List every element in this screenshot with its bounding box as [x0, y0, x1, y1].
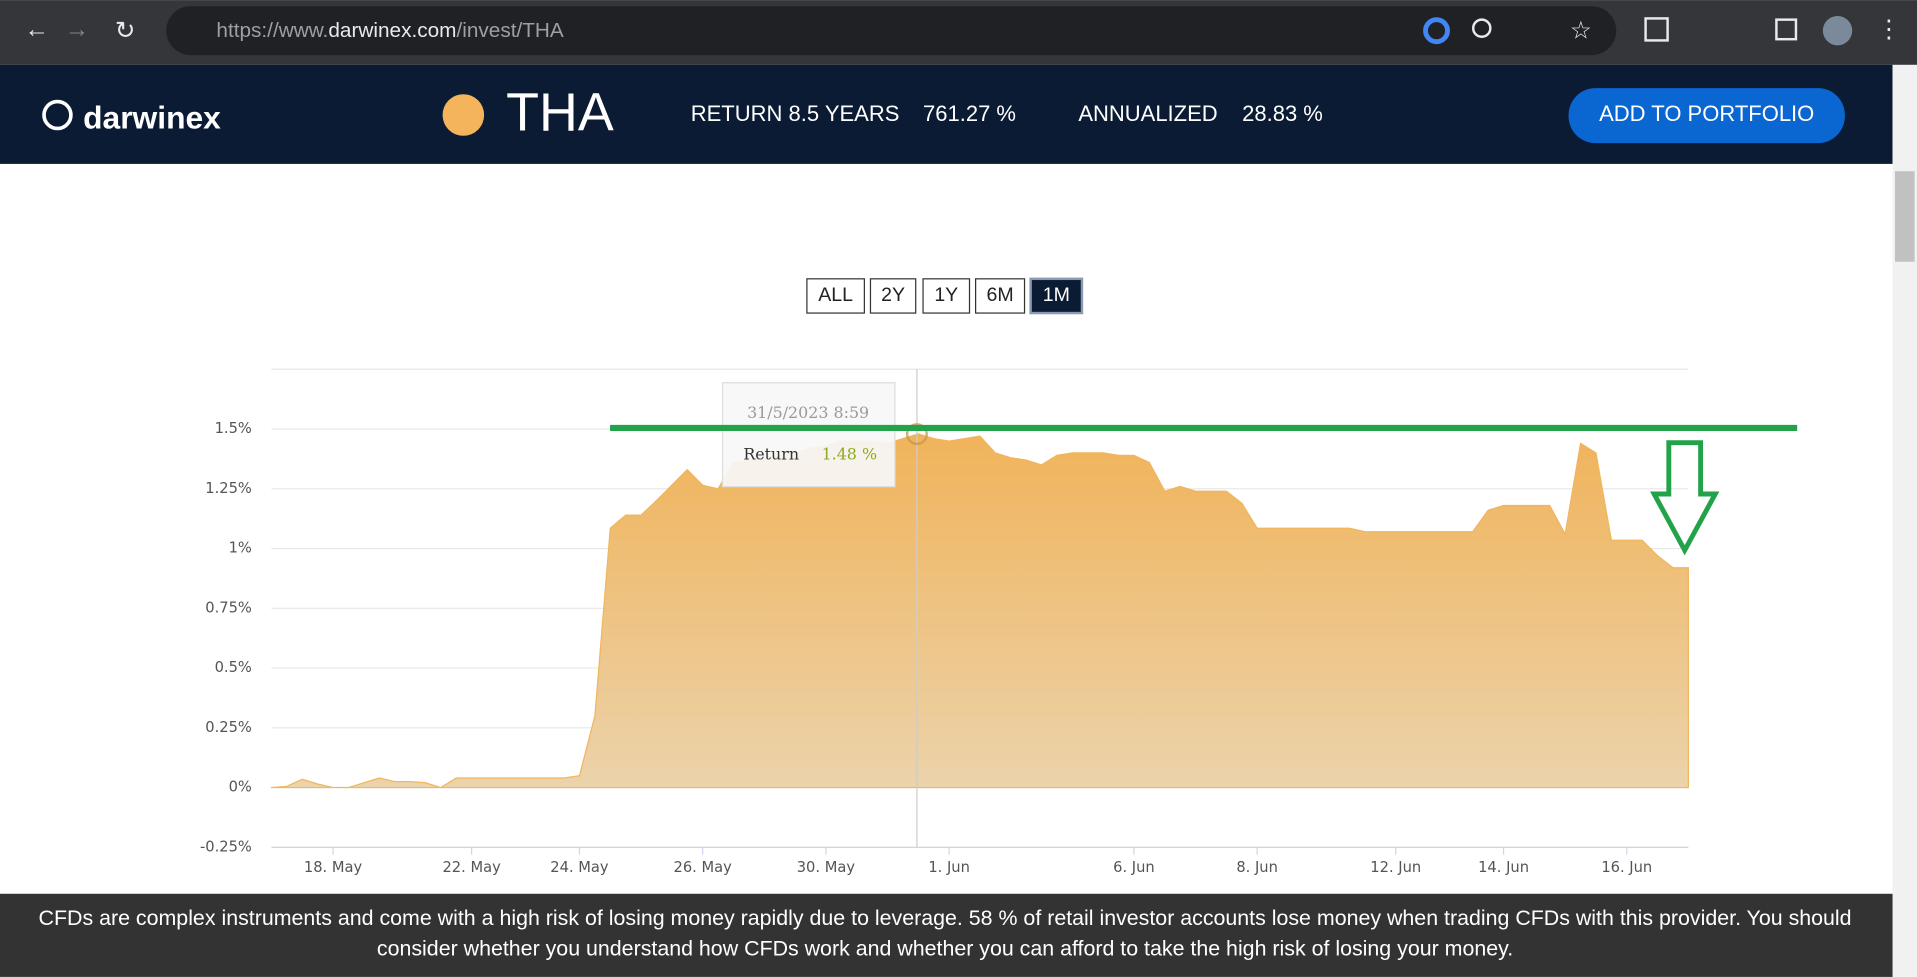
logo-icon [42, 99, 73, 131]
return-value: 761.27 % [923, 101, 1016, 126]
back-button[interactable]: ← [24, 16, 48, 43]
x-tick-label: 22. May [442, 859, 501, 876]
range-button-label: ALL [818, 284, 853, 306]
logo-text[interactable]: darwinex [83, 99, 221, 135]
disclaimer-line: consider whether you understand how CFDs… [377, 937, 1513, 961]
range-button-label: 1Y [934, 284, 958, 306]
annualized-label: ANNUALIZED [1078, 101, 1217, 126]
disclaimer-line: CFDs are complex instruments and come wi… [39, 906, 1852, 930]
y-tick-label: 1.5% [215, 420, 252, 437]
x-tick-label: 12. Jun [1370, 859, 1421, 876]
url-path: /invest/THA [456, 19, 563, 42]
menu-icon[interactable]: ⋮ [1877, 16, 1901, 43]
x-tick-label: 6. Jun [1113, 859, 1155, 876]
x-tick-label: 24. May [550, 859, 609, 876]
url: https://www.darwinex.com/invest/THA [216, 19, 564, 42]
symbol-dot [442, 94, 485, 136]
reload-button[interactable]: ↻ [115, 17, 135, 44]
range-button[interactable] [1029, 277, 1084, 315]
chart: -0.25% 0% 0.25% 0.5% 0.75% 1% 1.25% 1.5% 18. May… [200, 368, 1689, 876]
x-tick-label: 26. May [674, 859, 733, 876]
disclaimer-bar [0, 893, 1893, 977]
range-buttons: ALL 2Y 1Y 6M 1M [806, 277, 1084, 315]
bookmark-icon[interactable]: ☆ [1570, 17, 1592, 44]
range-button-label: 6M [986, 284, 1013, 306]
address-bar[interactable] [166, 6, 1617, 56]
x-tick-label: 30. May [797, 859, 856, 876]
x-tick-label: 14. Jun [1478, 859, 1529, 876]
url-domain: darwinex.com [328, 19, 456, 42]
add-to-portfolio-button[interactable] [1568, 88, 1845, 144]
sidepanel-icon[interactable] [1775, 18, 1798, 41]
y-tick-label: 0% [229, 779, 252, 796]
x-tick-label: 18. May [304, 859, 363, 876]
url-scheme: https://www. [216, 19, 328, 42]
x-tick-label: 1. Jun [928, 859, 970, 876]
tooltip-value: 1.48 % [822, 444, 877, 463]
range-button[interactable] [806, 278, 865, 314]
scrollbar-thumb[interactable] [1894, 171, 1915, 262]
zoom-icon[interactable] [1471, 18, 1492, 38]
symbol: THA [506, 82, 614, 142]
range-button[interactable] [975, 278, 1026, 314]
range-button-label: 1M [1043, 284, 1070, 306]
y-tick-label: 0.75% [205, 599, 252, 616]
y-tick-label: 0.25% [205, 719, 252, 736]
tooltip-label: Return [743, 444, 799, 463]
range-button-label: 2Y [881, 284, 905, 306]
profile-avatar[interactable] [1822, 15, 1853, 46]
forward-button[interactable]: → [65, 16, 89, 43]
y-tick-label: 1% [229, 540, 252, 557]
hover-marker [905, 423, 928, 446]
y-tick-label: -0.25% [200, 838, 252, 855]
area [270, 433, 1689, 789]
google-icon[interactable] [1423, 17, 1450, 45]
y-tick-label: 1.25% [205, 480, 252, 497]
range-button[interactable] [922, 278, 971, 314]
annualized-value: 28.83 % [1242, 101, 1323, 126]
x-tick-label: 8. Jun [1236, 859, 1278, 876]
return-label: RETURN 8.5 YEARS [691, 101, 900, 126]
annotation-arrow [1650, 440, 1720, 556]
tooltip [721, 382, 896, 488]
y-tick-label: 0.5% [215, 659, 252, 676]
extensions-icon[interactable] [1644, 17, 1669, 42]
button-label: ADD TO PORTFOLIO [1599, 101, 1814, 126]
range-button[interactable] [869, 278, 917, 314]
x-tick-label: 16. Jun [1601, 859, 1652, 876]
tooltip-date: 31/5/2023 8:59 [747, 403, 869, 422]
